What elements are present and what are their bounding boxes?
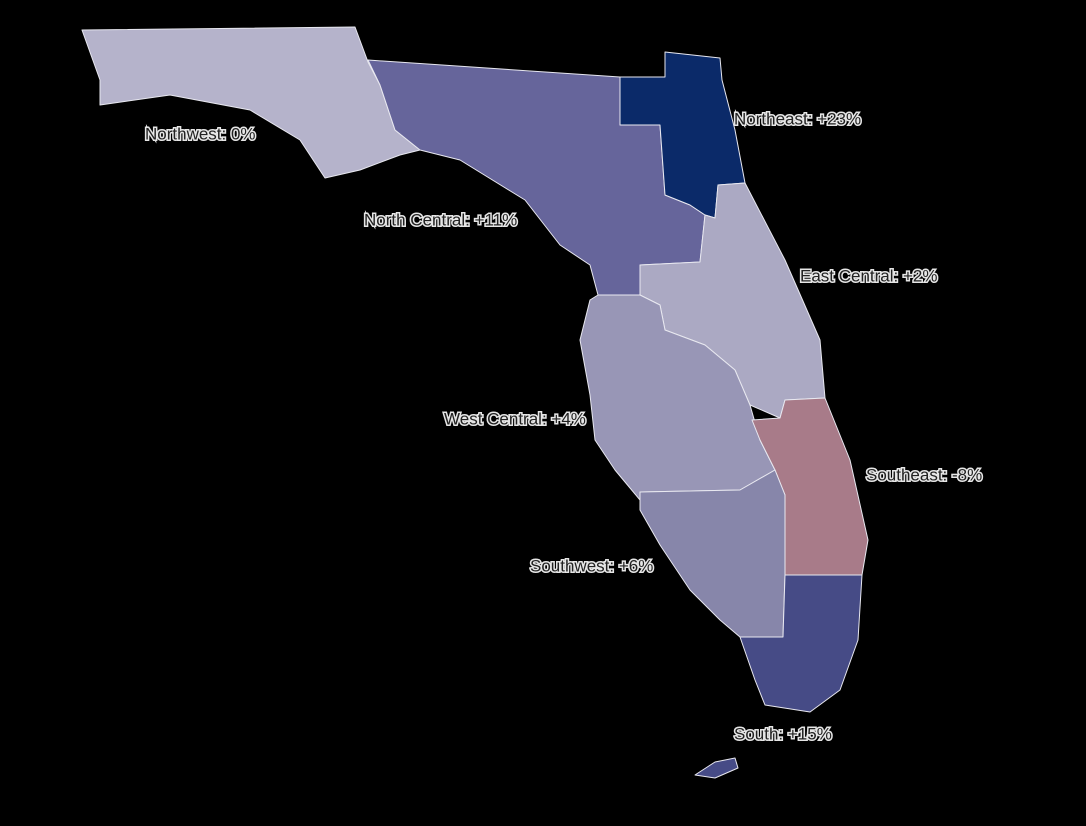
region-label: North Central: +11% [364,210,517,229]
region-label: Northeast: +23% [734,109,861,128]
region-label: East Central: +2% [800,266,938,285]
labels: Northwest: 0% North Central: +11% Northe… [144,108,984,745]
region-southwest [639,469,786,638]
region-southeast [751,397,869,576]
region-label: Southeast: -8% [866,465,982,484]
region-label: South: +15% [734,724,832,743]
regions [81,26,869,779]
region-south-keys [694,757,739,779]
region-label: Southwest: +6% [530,556,653,575]
region-south [739,574,863,713]
region-northwest [81,26,421,179]
region-label: West Central: +4% [444,409,586,428]
region-label: Northwest: 0% [145,124,256,143]
